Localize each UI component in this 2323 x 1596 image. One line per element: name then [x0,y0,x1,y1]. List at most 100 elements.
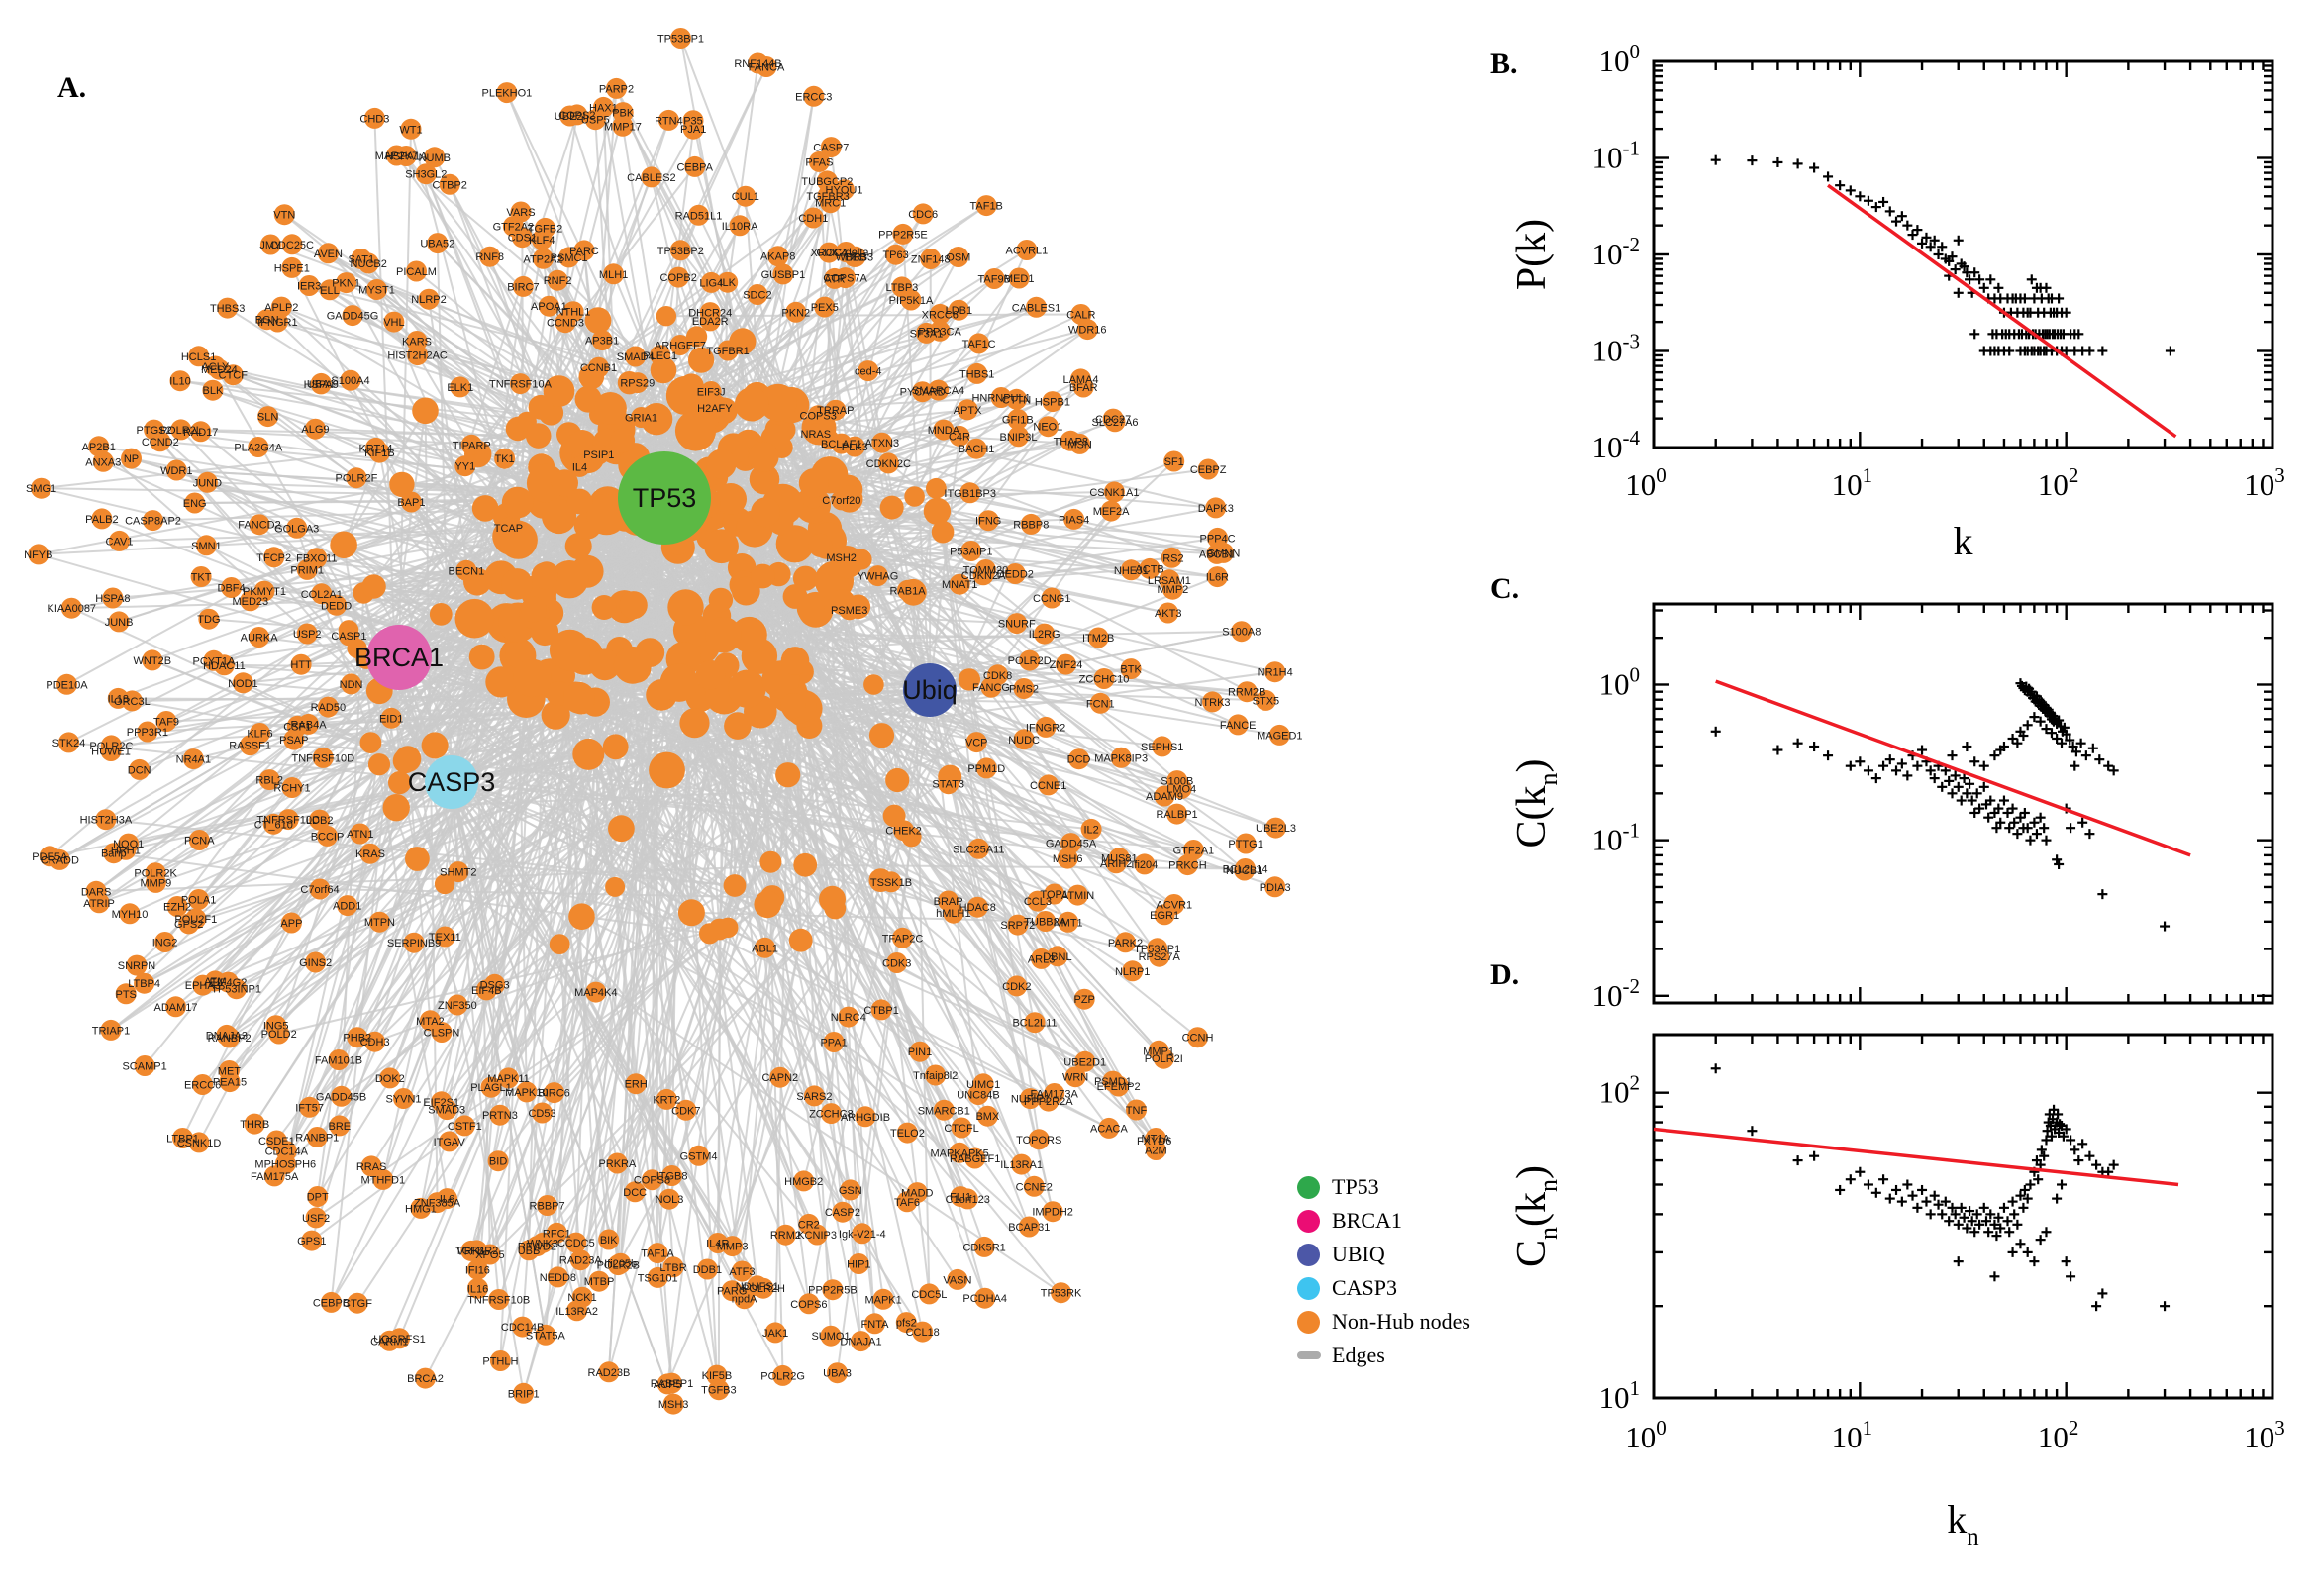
network-node [479,246,501,267]
network-node [366,279,387,300]
network-node-label: LAMA4 [1062,374,1098,386]
network-node [1235,833,1257,854]
network-node [858,360,879,382]
network-node [565,1232,587,1253]
network-node-label: BIRC7 [507,281,539,293]
network-edge [276,321,634,666]
network-node [805,423,827,445]
network-node-label: BCLAF1 [821,439,862,450]
network-node [364,1031,386,1052]
network-node-label: CASP7 [813,143,849,154]
network-node [1122,960,1144,982]
network-node [357,252,379,274]
network-edge [807,689,931,1304]
network-node [119,903,141,925]
network-node-label: CRADD [41,854,79,866]
network-node [589,648,621,681]
network-node-label: WDR33 [836,251,874,263]
network-node-label: MMP17 [604,121,642,133]
network-node-label: PCDHA4 [962,1293,1007,1305]
network-node [1023,1175,1045,1197]
network-node [217,971,239,993]
network-node-label: MAPK10 [505,1087,548,1099]
network-node-label: IFI16 [465,1264,490,1276]
network-node-label: CLSPN [424,1028,460,1040]
legend-item: UBIQ [1297,1238,1470,1271]
network-node [647,1243,668,1264]
network-node-label: H2AFY [697,403,733,415]
network-node [661,1372,682,1394]
network-node [311,583,333,605]
network-node-label: HIST2H2AC [387,350,448,362]
network-node-label: SAT1 [348,254,374,266]
network-node-label: TUBB2A [1024,917,1066,929]
network-node [1034,623,1056,645]
network-node [602,734,629,760]
network-edge [58,497,665,861]
network-node [317,825,338,847]
network-node-label: HSPB1 [1035,397,1070,409]
network-node-label: TAF9B [977,274,1010,286]
network-node-label: ABL1 [752,943,778,954]
network-node-label: Igk-V21-4 [839,1229,886,1241]
network-node [958,668,981,691]
network-node-label: CT_610 [254,819,293,831]
network-node [222,364,244,386]
network-node [1231,621,1253,643]
network-node-label: PPP4C [1200,533,1236,545]
network-node [1100,500,1122,522]
network-edge [315,807,398,1219]
network-node [749,463,780,495]
network-node [170,419,192,441]
network-node-label: GTF2A2 [493,222,535,234]
network-node-label: CSF1 [283,721,311,733]
network-node-label: CDH1 [798,213,828,225]
network-node [513,1382,535,1404]
network-node [1041,587,1062,609]
network-node-label: THRB [240,1119,269,1131]
network-node [1004,563,1026,584]
network-node [31,477,52,499]
network-node-label: IL10RA [722,221,758,233]
network-node [56,673,77,695]
network-node-label: PRKRA [598,1158,637,1170]
network-node [767,246,789,267]
network-node-label: TP53INP1 [211,984,261,996]
network-node [1187,1027,1208,1048]
network-node [460,434,482,455]
network-node-label: LTBP4 [128,978,160,990]
network-node-label: ING5 [263,1021,289,1033]
network-node-label: MPHOSPH6 [254,1159,316,1171]
network-node-label: ING2 [152,938,178,949]
network-node-label: UBA1 [307,378,336,390]
network-node [1134,853,1156,875]
network-edge [273,781,453,826]
network-node [1149,946,1170,967]
network-node-label: MTPN [364,917,395,929]
network-node [258,769,280,791]
network-node [100,1019,122,1041]
network-node [1102,1070,1124,1092]
network-node-label: AP2B1 [82,442,116,453]
scatter-points [1710,154,2175,356]
network-edge [542,444,750,1244]
network-node [178,913,200,935]
network-node-label: SF3A1 [910,328,944,340]
network-node [1070,304,1092,325]
network-node [569,455,590,477]
network-node [724,712,752,740]
network-node-label: BECN1 [449,565,485,577]
network-node [657,109,679,131]
network-node-label: KARS [402,337,432,349]
network-node-label: GFI1B [1002,414,1034,426]
network-node [572,738,605,770]
network-node-label: LIG4 [699,277,723,289]
network-node [513,658,552,698]
network-node [1202,691,1223,713]
network-node [195,535,217,556]
network-node [190,421,212,443]
network-node-label: npdA [732,1294,758,1306]
network-node [734,386,769,422]
network-edge [436,243,453,783]
network-node-label: UQCRFS1 [373,1334,426,1346]
